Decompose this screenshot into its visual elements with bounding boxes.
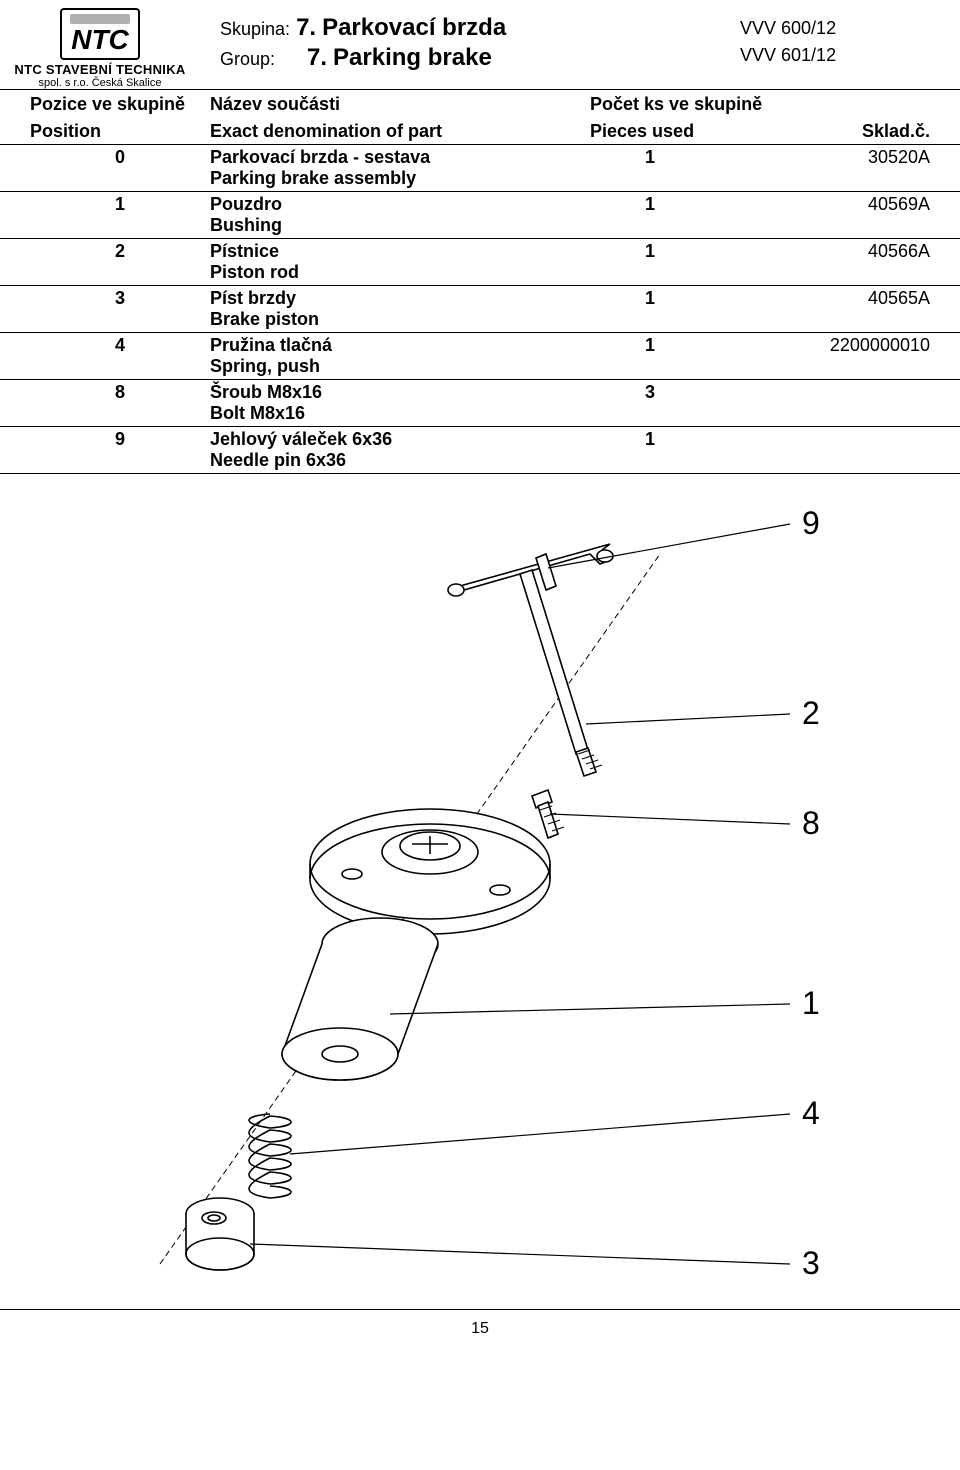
logo-box: NTC: [60, 8, 140, 60]
cell-position: 2: [30, 241, 210, 262]
column-header-cz: Pozice ve skupině Název součásti Počet k…: [0, 90, 960, 117]
cell-sku: 2200000010: [710, 335, 930, 356]
logo-block: NTC NTC STAVEBNÍ TECHNIKA spol. s r.o. Č…: [0, 8, 200, 89]
group-title: Parking brake: [333, 44, 492, 72]
cell-qty: 1: [590, 194, 710, 215]
logo-graphic-line: [70, 14, 130, 24]
model-code-2: VVV 601/12: [740, 45, 930, 72]
part-name-cz: Jehlový váleček 6x36: [210, 429, 590, 450]
logo-subtitle-1: NTC STAVEBNÍ TECHNIKA: [10, 62, 190, 77]
cell-qty: 1: [590, 241, 710, 262]
svg-text:4: 4: [802, 1095, 820, 1131]
svg-text:1: 1: [802, 985, 820, 1021]
cell-qty: 1: [590, 288, 710, 309]
part-name-en: Bolt M8x16: [210, 403, 590, 424]
group-number: 7.: [307, 44, 327, 72]
part-name-en: Bushing: [210, 215, 590, 236]
column-header-en: Position Exact denomination of part Piec…: [0, 117, 960, 144]
document-header: NTC NTC STAVEBNÍ TECHNIKA spol. s r.o. Č…: [0, 0, 960, 90]
cell-sku: 40565A: [710, 288, 930, 309]
part-name-cz: Pístnice: [210, 241, 590, 262]
logo-brand: NTC: [70, 26, 130, 54]
title-line-en: Group: 7. Parking brake: [220, 44, 740, 74]
skupina-label: Skupina:: [220, 19, 290, 40]
cell-qty: 1: [590, 147, 710, 168]
part-name-cz: Šroub M8x16: [210, 382, 590, 403]
cell-position: 4: [30, 335, 210, 356]
svg-text:3: 3: [802, 1245, 820, 1281]
table-row: 9Jehlový váleček 6x36Needle pin 6x361: [0, 427, 960, 474]
part-name-en: Piston rod: [210, 262, 590, 283]
parts-table: 0Parkovací brzda - sestavaParking brake …: [0, 145, 960, 474]
table-row: 8Šroub M8x16Bolt M8x163: [0, 380, 960, 427]
part-name-cz: Píst brzdy: [210, 288, 590, 309]
part-name-cz: Parkovací brzda - sestava: [210, 147, 590, 168]
cell-name: PouzdroBushing: [210, 194, 590, 236]
table-row: 4Pružina tlačnáSpring, push12200000010: [0, 333, 960, 380]
part-name-en: Brake piston: [210, 309, 590, 330]
col-pos-en: Position: [30, 121, 210, 142]
cell-qty: 1: [590, 335, 710, 356]
col-name-cz: Název součásti: [210, 94, 590, 115]
cell-name: Šroub M8x16Bolt M8x16: [210, 382, 590, 424]
col-name-en: Exact denomination of part: [210, 121, 590, 142]
cell-sku: 30520A: [710, 147, 930, 168]
part-name-en: Needle pin 6x36: [210, 450, 590, 471]
logo-subtitle-2: spol. s r.o. Česká Skalice: [10, 77, 190, 89]
col-sku-en: Sklad.č.: [810, 121, 930, 142]
svg-text:9: 9: [802, 505, 820, 541]
cell-position: 0: [30, 147, 210, 168]
part-name-cz: Pouzdro: [210, 194, 590, 215]
cell-position: 8: [30, 382, 210, 403]
cell-name: Jehlový váleček 6x36Needle pin 6x36: [210, 429, 590, 471]
diagram-svg: 928143: [90, 494, 870, 1294]
column-headers: Pozice ve skupině Název součásti Počet k…: [0, 90, 960, 145]
model-code-1: VVV 600/12: [740, 18, 930, 45]
code-column: VVV 600/12 VVV 601/12: [740, 8, 960, 72]
skupina-number: 7.: [296, 14, 316, 42]
cell-position: 9: [30, 429, 210, 450]
cell-sku: 40566A: [710, 241, 930, 262]
table-row: 3Píst brzdyBrake piston140565A: [0, 286, 960, 333]
table-row: 0Parkovací brzda - sestavaParking brake …: [0, 145, 960, 192]
group-label: Group:: [220, 49, 275, 70]
page: NTC NTC STAVEBNÍ TECHNIKA spol. s r.o. Č…: [0, 0, 960, 1348]
part-name-cz: Pružina tlačná: [210, 335, 590, 356]
skupina-title: Parkovací brzda: [322, 14, 506, 42]
cell-name: Píst brzdyBrake piston: [210, 288, 590, 330]
title-column: Skupina: 7. Parkovací brzda Group: 7. Pa…: [200, 8, 740, 80]
page-number: 15: [0, 1310, 960, 1348]
exploded-diagram: 928143: [0, 474, 960, 1310]
part-name-en: Parking brake assembly: [210, 168, 590, 189]
cell-name: PístnicePiston rod: [210, 241, 590, 283]
cell-position: 1: [30, 194, 210, 215]
col-sku-cz: [810, 94, 930, 115]
part-name-en: Spring, push: [210, 356, 590, 377]
cell-position: 3: [30, 288, 210, 309]
col-qty-cz: Počet ks ve skupině: [590, 94, 810, 115]
cell-qty: 1: [590, 429, 710, 450]
svg-text:2: 2: [802, 695, 820, 731]
table-row: 2PístnicePiston rod140566A: [0, 239, 960, 286]
table-row: 1PouzdroBushing140569A: [0, 192, 960, 239]
cell-name: Pružina tlačnáSpring, push: [210, 335, 590, 377]
cell-qty: 3: [590, 382, 710, 403]
cell-sku: 40569A: [710, 194, 930, 215]
col-pos-cz: Pozice ve skupině: [30, 94, 210, 115]
title-line-cz: Skupina: 7. Parkovací brzda: [220, 14, 740, 44]
svg-text:8: 8: [802, 805, 820, 841]
cell-name: Parkovací brzda - sestavaParking brake a…: [210, 147, 590, 189]
col-qty-en: Pieces used: [590, 121, 810, 142]
